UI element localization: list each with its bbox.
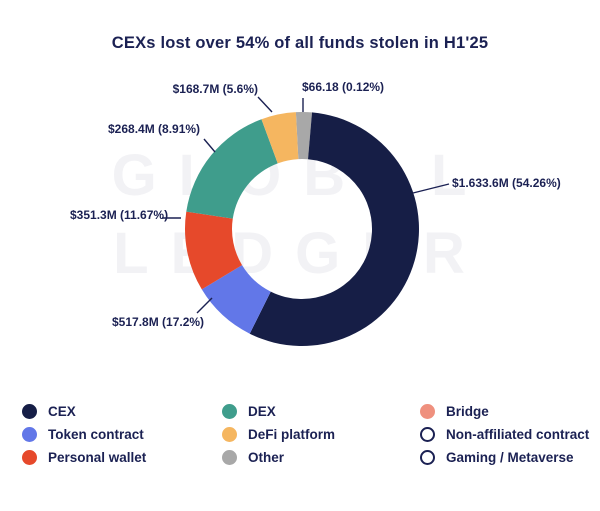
donut-chart: [162, 96, 450, 346]
legend-item-other: Other: [222, 449, 420, 465]
slice-label-token-contract: $517.8M (17.2%): [112, 315, 205, 329]
leader-lines: [162, 96, 450, 314]
donut-segment-personal-wallet: [185, 211, 243, 290]
legend-item-defi-platform: DeFi platform: [222, 426, 420, 442]
legend-label-defi-platform: DeFi platform: [248, 426, 336, 442]
legend-column: DEX DeFi platform Other: [222, 403, 420, 465]
slice-label-cex: $1.633.6M (54.26%): [452, 176, 561, 190]
legend-swatch-bridge: [420, 403, 435, 419]
legend-column: Bridge Non-affiliated contract Gaming / Me…: [420, 403, 589, 465]
chart-legend: CEX Token contract Personal wallet DEX DeFi …: [22, 403, 589, 465]
legend-swatch-non-affiliated-contract: [420, 426, 435, 442]
leader-line-defi-platform: [257, 96, 273, 113]
legend-label-other: Other: [248, 449, 285, 465]
legend-label-personal-wallet: Personal wallet: [48, 449, 147, 465]
legend-item-bridge: Bridge: [420, 403, 589, 419]
legend-item-gaming-metaverse: Gaming / Metaverse: [420, 449, 589, 465]
legend-label-dex: DEX: [248, 403, 276, 419]
leader-line-cex: [412, 183, 450, 194]
legend-label-non-affiliated-contract: Non-affiliated contract: [446, 426, 590, 442]
legend-label-cex: CEX: [48, 403, 76, 419]
donut-segments: [185, 111, 419, 346]
legend-swatch-personal-wallet: [22, 449, 37, 465]
leader-line-dex: [203, 138, 216, 153]
slice-label-other: $66.18 (0.12%): [302, 80, 385, 94]
leader-line-token-contract: [196, 297, 213, 314]
legend-swatch-dex: [222, 403, 237, 419]
legend-item-cex: CEX: [22, 403, 222, 419]
donut-segment-token-contract: [201, 265, 271, 334]
slice-label-dex: $268.4M (8.91%): [108, 122, 201, 136]
slice-label-defi-platform: $168.7M (5.6%): [172, 82, 258, 96]
legend-swatch-other: [222, 449, 237, 465]
legend-item-token-contract: Token contract: [22, 426, 222, 442]
donut-segment-defi-platform: [261, 112, 299, 164]
slice-label-personal-wallet: $351.3M (11.67%): [70, 208, 169, 222]
legend-item-non-affiliated-contract: Non-affiliated contract: [420, 426, 589, 442]
legend-label-token-contract: Token contract: [48, 426, 144, 442]
legend-item-personal-wallet: Personal wallet: [22, 449, 222, 465]
donut-segment-other: [295, 111, 313, 160]
chart-title: CEXs lost over 54% of all funds stolen i…: [111, 34, 489, 52]
legend-swatch-defi-platform: [222, 426, 237, 442]
legend-item-dex: DEX: [222, 403, 420, 419]
legend-column: CEX Token contract Personal wallet: [22, 403, 222, 465]
donut-segment-dex: [186, 119, 278, 219]
legend-label-bridge: Bridge: [446, 403, 489, 419]
legend-label-gaming-metaverse: Gaming / Metaverse: [446, 449, 574, 465]
legend-swatch-gaming-metaverse: [420, 449, 435, 465]
donut-segment-cex: [249, 112, 419, 346]
legend-swatch-cex: [22, 403, 37, 419]
legend-swatch-token-contract: [22, 426, 37, 442]
